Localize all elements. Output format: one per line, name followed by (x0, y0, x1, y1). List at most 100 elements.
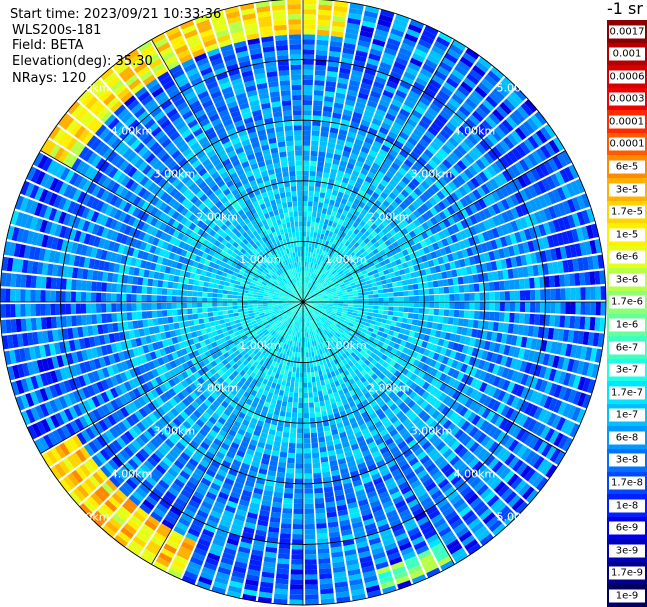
ray-gate-cell (440, 187, 450, 198)
ray-gate-cell (310, 366, 315, 373)
ray-gate-cell (569, 244, 577, 258)
ray-gate-cell (403, 159, 414, 168)
ray-gate-cell (491, 203, 501, 215)
ray-gate-cell (404, 254, 412, 262)
ray-gate-cell (567, 389, 577, 404)
ray-gate-cell (468, 356, 476, 366)
ray-gate-cell (549, 248, 558, 261)
ray-gate-cell (384, 324, 391, 330)
ray-gate-cell (346, 200, 353, 208)
ray-gate-cell (322, 282, 328, 288)
ray-gate-cell (492, 388, 502, 400)
ray-gate-cell (337, 191, 344, 198)
ray-gate-cell (305, 337, 308, 343)
ray-gate-cell (318, 202, 324, 208)
ray-gate-cell (371, 342, 378, 349)
ray-gate-cell (389, 272, 396, 278)
ray-gate-cell (463, 168, 474, 180)
ray-gate-cell (418, 289, 424, 296)
ray-gate-cell (328, 298, 334, 301)
ray-gate-cell (584, 347, 593, 361)
ray-gate-cell (411, 200, 421, 209)
ray-gate-cell (454, 260, 461, 269)
ray-gate-cell (518, 348, 526, 360)
ray-gate-cell (336, 82, 348, 90)
ray-gate-cell (372, 38, 386, 47)
ray-gate-cell (480, 78, 495, 91)
ray-gate-cell (324, 285, 330, 290)
ray-gate-cell (544, 276, 551, 288)
ray-gate-cell (310, 291, 315, 296)
ray-gate-cell (337, 254, 344, 261)
ray-gate-cell (426, 384, 435, 394)
ray-gate-cell (500, 198, 510, 211)
ray-gate-cell (492, 364, 500, 375)
ray-gate-cell (509, 312, 515, 323)
ray-gate-cell (391, 23, 406, 33)
ray-gate-cell (449, 261, 456, 270)
ray-gate-cell (395, 350, 402, 357)
ray-gate-cell (548, 383, 558, 397)
ray-gate-cell (292, 407, 298, 413)
ray-gate-cell (307, 302, 313, 305)
ray-gate-cell (436, 133, 448, 144)
ray-gate-cell (408, 204, 417, 213)
ray-gate-cell (504, 312, 510, 323)
ray-gate-cell (370, 332, 377, 339)
ray-gate-cell (303, 115, 312, 121)
ray-gate-cell (515, 144, 527, 158)
ray-gate-cell (376, 131, 387, 140)
ray-gate-cell (449, 302, 455, 309)
ray-gate-cell (546, 235, 555, 248)
ray-gate-cell (362, 288, 368, 293)
ray-gate-cell (445, 195, 455, 205)
ray-gate-cell (304, 438, 311, 444)
ray-gate-cell (339, 214, 346, 221)
ray-gate-cell (454, 189, 464, 200)
ray-gate-cell (531, 150, 543, 164)
ray-gate-cell (395, 171, 404, 180)
ray-gate-cell (320, 405, 327, 412)
ray-gate-cell (353, 241, 360, 249)
ray-gate-cell (280, 405, 287, 412)
ray-gate-cell (327, 259, 333, 266)
ray-gate-cell (382, 174, 392, 183)
ray-gate-cell (421, 363, 429, 372)
ray-gate-cell (354, 257, 360, 264)
ray-gate-cell (402, 262, 409, 269)
ray-gate-cell (304, 559, 317, 565)
ray-gate-cell (293, 513, 303, 520)
ray-gate-cell (320, 280, 326, 285)
ray-gate-cell (501, 224, 510, 235)
ray-gate-cell (567, 198, 577, 213)
ray-gate-cell (432, 193, 442, 204)
ray-gate-cell (322, 295, 328, 298)
ray-gate-cell (306, 272, 310, 278)
ray-gate-cell (291, 544, 303, 550)
ray-gate-cell (324, 314, 330, 319)
ray-gate-cell (441, 57, 456, 68)
ray-gate-cell (457, 343, 464, 353)
ray-gate-cell (309, 272, 313, 278)
ray-gate-cell (570, 344, 578, 358)
ray-gate-cell (316, 308, 321, 312)
ray-gate-cell (312, 296, 318, 299)
ray-gate-cell (487, 205, 497, 217)
ray-gate-cell (300, 357, 303, 363)
ray-gate-cell (330, 268, 335, 274)
ray-gate-cell (332, 305, 339, 308)
ray-gate-cell (321, 308, 328, 311)
ray-gate-cell (516, 106, 530, 120)
ray-gate-cell (322, 116, 331, 123)
ray-gate-cell (482, 272, 489, 282)
ray-gate-cell (336, 289, 342, 293)
ray-gate-cell (386, 80, 398, 90)
ray-gate-cell (405, 370, 414, 379)
ray-gate-cell (514, 127, 527, 141)
ray-gate-cell (306, 236, 310, 242)
ray-gate-cell (400, 274, 407, 281)
ray-gate-cell (474, 292, 480, 301)
ray-gate-cell (488, 386, 497, 397)
ray-gate-cell (528, 227, 537, 239)
ray-gate-cell (514, 313, 520, 324)
